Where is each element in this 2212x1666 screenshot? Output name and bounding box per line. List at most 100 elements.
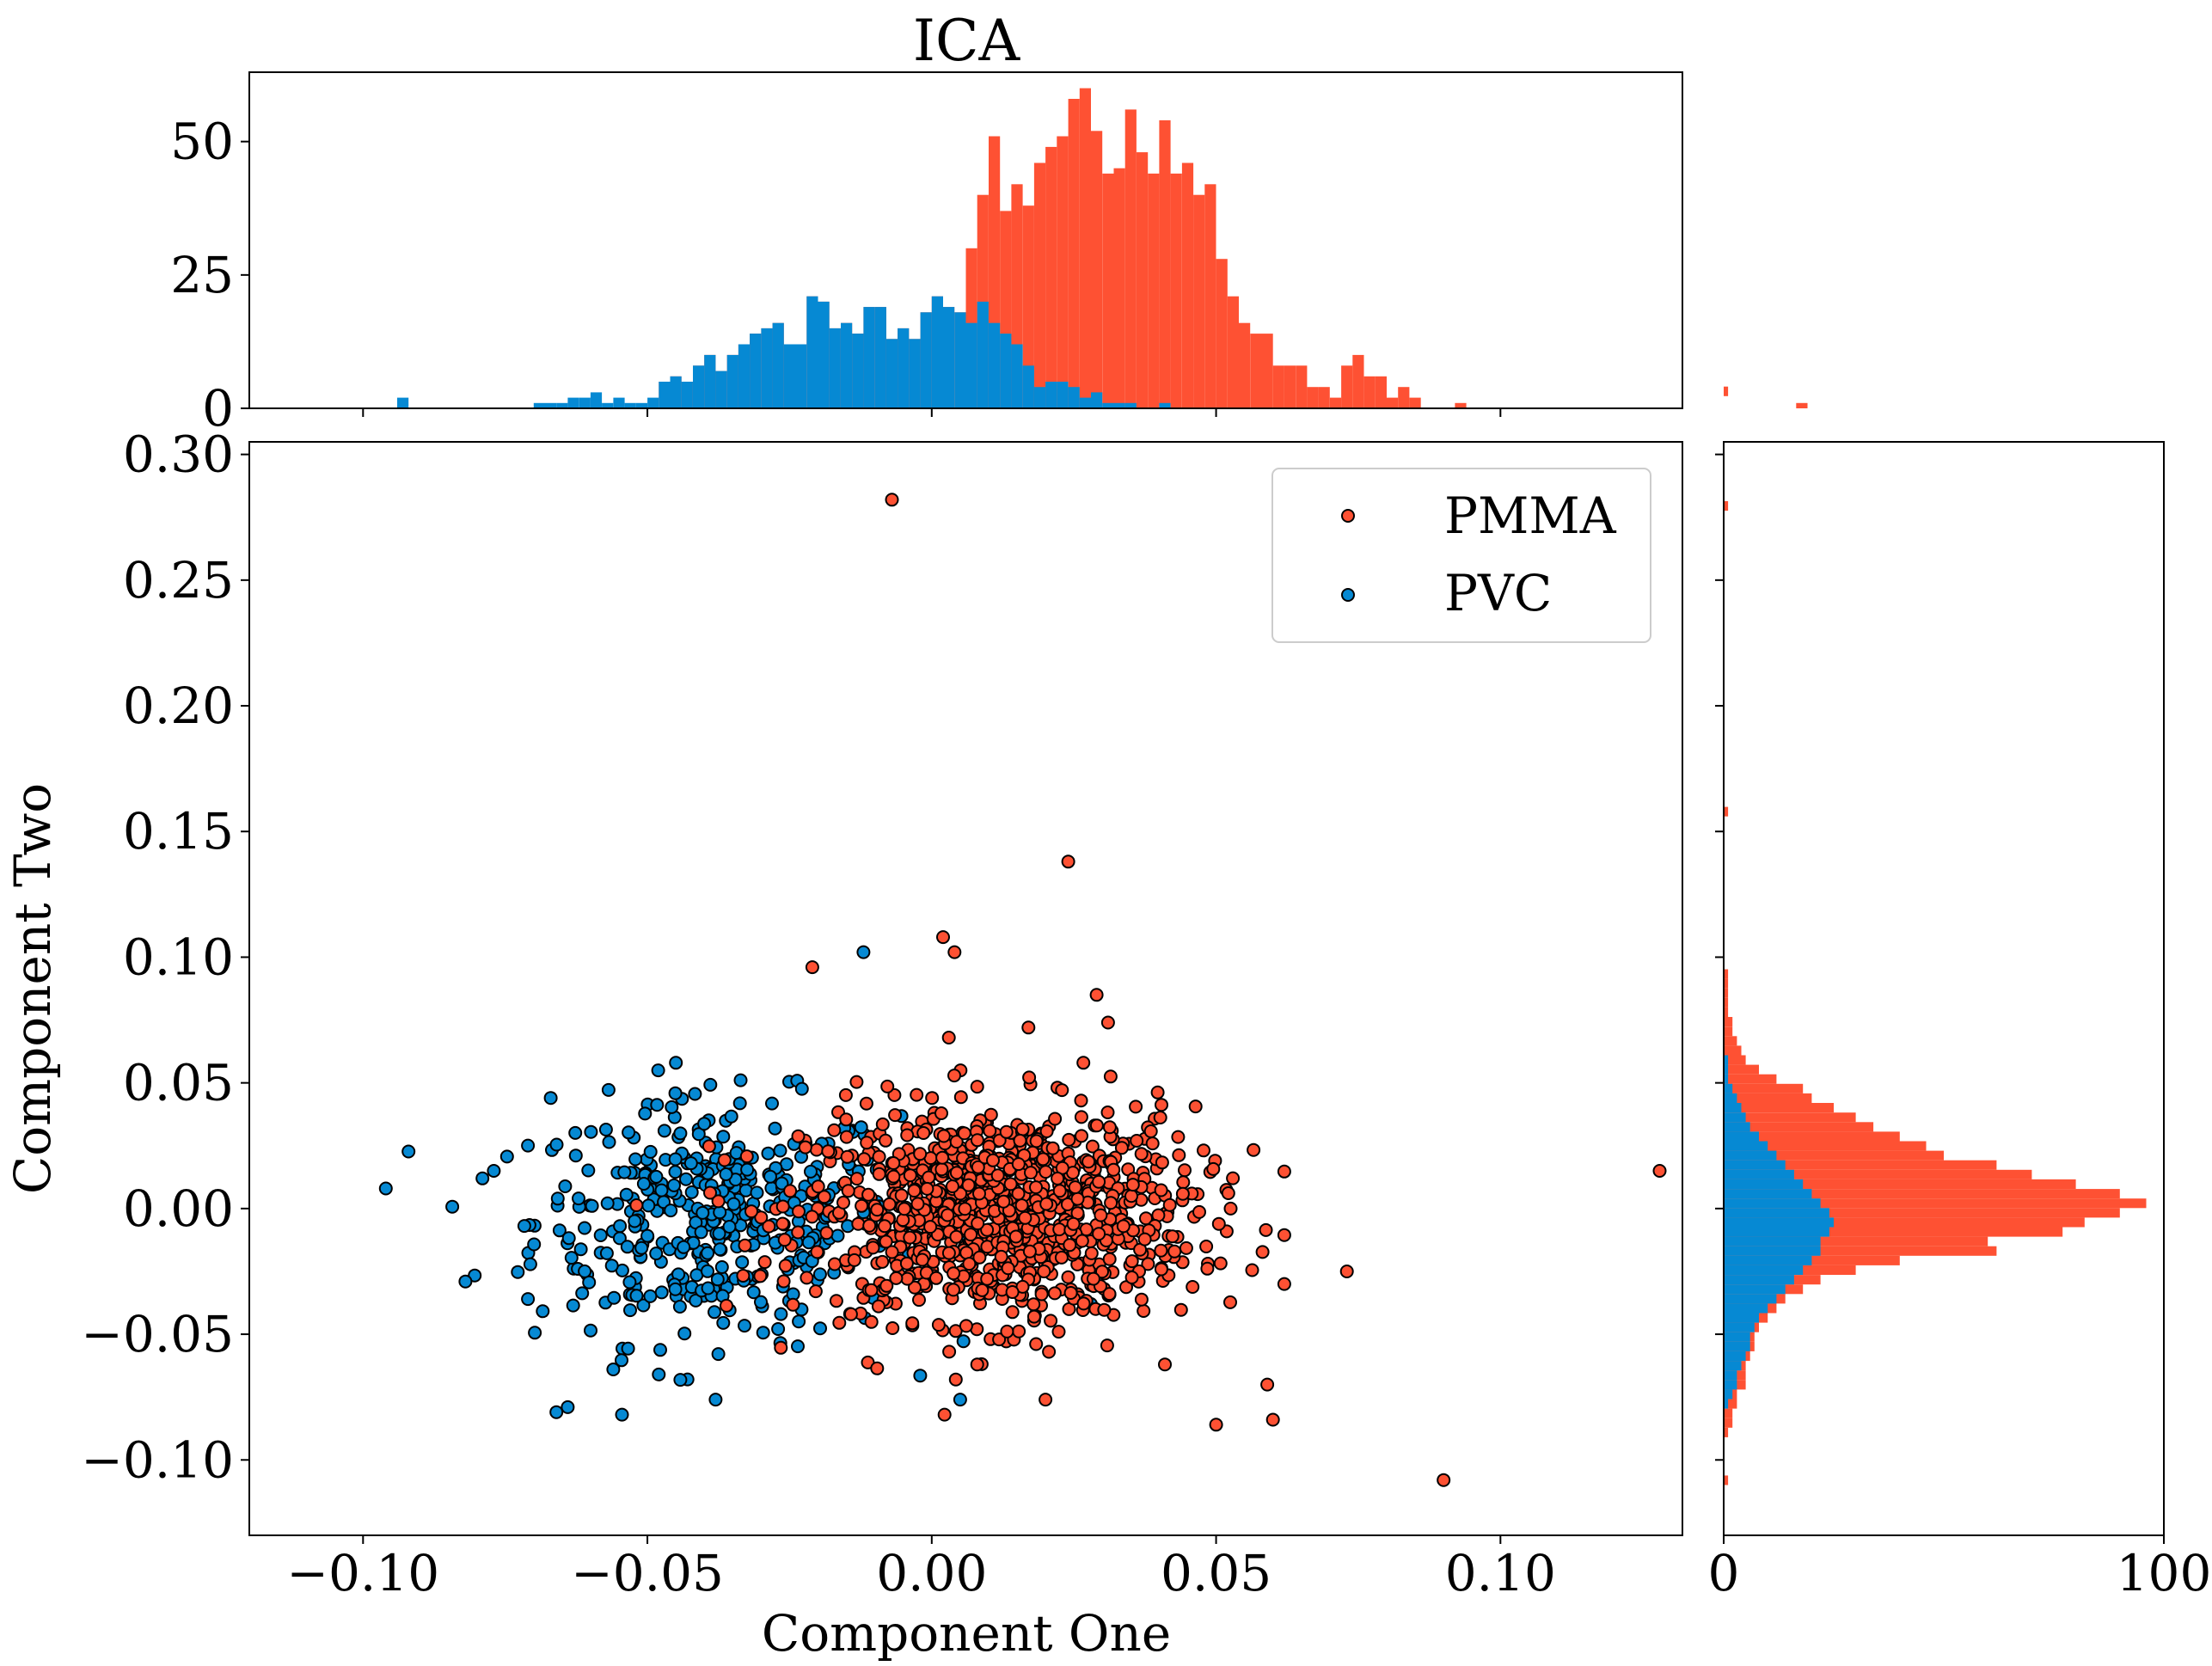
- point-pmma: [897, 1202, 911, 1216]
- x-tick-label: 0.05: [1161, 1544, 1271, 1602]
- point-pmma: [980, 1222, 995, 1237]
- point-pvc: [617, 1165, 632, 1179]
- point-pvc: [581, 1163, 596, 1178]
- point-pmma: [900, 1271, 915, 1286]
- point-pvc: [710, 1272, 725, 1287]
- point-pvc: [689, 1293, 703, 1308]
- top-bar-pvc: [885, 339, 898, 408]
- point-pmma: [1086, 1271, 1100, 1286]
- right-histogram: 0 100: [1708, 386, 2211, 1602]
- top-bar-pmma: [1375, 376, 1387, 408]
- point-pmma: [860, 1136, 874, 1150]
- x-axis-label: Component One: [762, 1604, 1171, 1663]
- top-bar-pvc: [693, 365, 705, 408]
- y-tick-label: 0.00: [123, 1179, 234, 1238]
- point-pvc: [615, 1353, 628, 1368]
- right-bar-pmma: [1724, 1217, 2085, 1228]
- point-pmma: [1068, 1180, 1082, 1195]
- scatter-points: [378, 493, 1667, 1487]
- right-bar-pvc: [1724, 1351, 1746, 1362]
- right-bar-pmma: [1724, 1112, 1856, 1123]
- y-tick-label: 0.10: [123, 928, 234, 986]
- top-bar-pvc: [1033, 387, 1046, 408]
- point-pmma: [1134, 1147, 1149, 1161]
- point-pmma: [629, 1198, 644, 1212]
- point-pvc: [677, 1240, 691, 1254]
- point-pmma: [1173, 1302, 1188, 1317]
- legend-label-pmma: PMMA: [1444, 487, 1617, 545]
- chart-title: ICA: [913, 8, 1021, 74]
- top-bar-pvc: [1159, 402, 1171, 408]
- point-pmma: [937, 1407, 952, 1422]
- point-pvc: [604, 1259, 619, 1273]
- point-pmma: [908, 1280, 922, 1295]
- point-pmma: [1437, 1473, 1451, 1487]
- point-pvc: [458, 1274, 473, 1289]
- point-pmma: [915, 1253, 929, 1267]
- point-pmma: [1047, 1286, 1062, 1301]
- point-pmma: [992, 1332, 1007, 1347]
- point-pmma: [1106, 1162, 1121, 1177]
- point-pmma: [849, 1172, 864, 1186]
- scatter-frame: [248, 441, 1683, 1536]
- point-pmma: [864, 1314, 879, 1329]
- point-pvc: [773, 1143, 787, 1158]
- point-pmma: [929, 1271, 943, 1285]
- point-pmma: [916, 1126, 931, 1140]
- point-pmma: [1154, 1183, 1168, 1197]
- point-pmma: [1018, 1210, 1032, 1225]
- point-pmma: [971, 1160, 985, 1174]
- top-bar-pvc: [1057, 382, 1069, 408]
- point-pvc: [584, 1124, 598, 1139]
- top-bar-pvc: [806, 296, 818, 408]
- point-pmma: [778, 1259, 793, 1273]
- top-bar-pmma: [1193, 194, 1205, 408]
- point-pvc: [607, 1290, 622, 1305]
- point-pvc: [543, 1091, 558, 1106]
- point-pmma: [880, 1079, 895, 1093]
- y-tick-label: 0.30: [123, 426, 234, 484]
- point-pvc: [549, 1137, 564, 1152]
- top-bar-pvc: [681, 382, 693, 408]
- point-pvc: [550, 1191, 565, 1206]
- top-bar-pmma: [1068, 99, 1080, 408]
- point-pmma: [970, 1080, 984, 1094]
- right-bar-pmma: [1724, 1074, 1777, 1084]
- right-bar-pvc: [1724, 1112, 1746, 1123]
- right-bar-pvc: [1724, 1198, 1821, 1209]
- point-pmma: [970, 1133, 984, 1148]
- point-pvc: [697, 1117, 712, 1131]
- point-pvc: [695, 1205, 710, 1220]
- top-bar-pmma: [1113, 168, 1125, 408]
- point-pmma: [1094, 1208, 1108, 1222]
- point-pmma: [777, 1233, 792, 1247]
- point-pmma: [808, 1284, 823, 1299]
- top-bar-pvc: [533, 402, 545, 408]
- point-pmma: [829, 1294, 843, 1308]
- point-pmma: [855, 1198, 869, 1213]
- point-pmma: [1155, 1155, 1169, 1170]
- point-pvc: [445, 1199, 460, 1214]
- point-pmma: [1075, 1129, 1088, 1143]
- point-pmma: [941, 1031, 956, 1044]
- point-pvc: [636, 1298, 651, 1313]
- point-pmma: [894, 1188, 909, 1203]
- point-pvc: [791, 1339, 805, 1354]
- point-pmma: [889, 1271, 904, 1285]
- point-pvc: [613, 1219, 628, 1234]
- point-pmma: [817, 1190, 831, 1204]
- y-axis-label: Component Two: [3, 783, 62, 1194]
- y-tick-label: 0.25: [123, 551, 234, 609]
- top-bar-pmma: [1307, 387, 1319, 408]
- point-pmma: [1063, 1286, 1078, 1300]
- point-pmma: [1061, 1270, 1075, 1284]
- point-pmma: [711, 1194, 726, 1209]
- point-pmma: [847, 1253, 861, 1267]
- point-pmma: [805, 960, 819, 975]
- point-pvc: [677, 1326, 692, 1341]
- point-pvc: [517, 1219, 531, 1234]
- right-bar-pvc: [1724, 1380, 1737, 1390]
- point-pmma: [1199, 1240, 1214, 1253]
- point-pmma: [1130, 1134, 1144, 1148]
- point-pmma: [1036, 1152, 1051, 1167]
